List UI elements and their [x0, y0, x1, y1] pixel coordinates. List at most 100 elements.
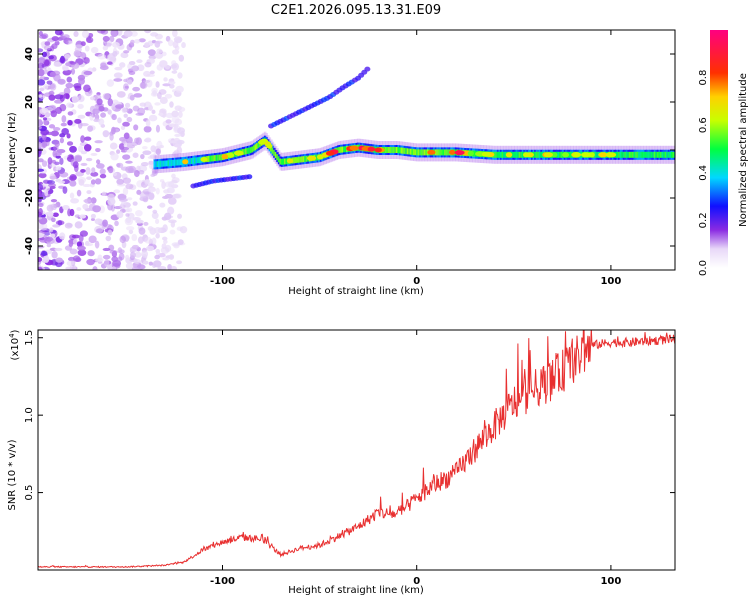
spectrogram-core-cell — [409, 148, 413, 155]
snr-panel: -100 0 100 0.5 1.0 1.5 Height of straight li… — [7, 329, 676, 596]
spectrogram-noise-cell — [55, 166, 62, 171]
spectrogram-core-cell — [630, 151, 634, 158]
spectrogram-peak-cell — [306, 155, 317, 161]
spectrogram-noise-cell — [38, 94, 43, 98]
spectrogram-noise-cell — [125, 217, 132, 224]
spectrogram-peak-cell — [449, 149, 456, 155]
spectrogram-core-cell — [170, 159, 174, 166]
spectrogram-core-cell — [207, 155, 211, 162]
spectrogram-core-cell — [411, 148, 415, 155]
spectrogram-core-cell — [646, 151, 649, 158]
spectrogram-noise-cell — [138, 227, 146, 235]
spectrogram-core-cell — [436, 149, 439, 156]
spectrogram-noise-cell — [133, 124, 139, 131]
spectrogram-noise-cell — [55, 155, 61, 159]
spectrogram-noise-cell — [80, 168, 86, 173]
spectrogram-noise-cell — [131, 65, 140, 72]
spectrogram-noise-cell — [38, 57, 46, 64]
spectrogram-noise-cell — [92, 266, 98, 270]
spectrogram-noise-cell — [77, 145, 84, 153]
spectrogram-noise-cell — [177, 72, 183, 79]
spectrogram-noise-cell — [126, 207, 133, 213]
spectrogram-core-cell — [271, 147, 275, 154]
spectrogram-noise-cell — [101, 191, 106, 196]
spectrogram-noise-cell — [54, 247, 63, 252]
spectrogram-core-cell — [618, 151, 621, 158]
spectrogram-core-cell — [664, 151, 668, 158]
spectrogram-core-cell — [220, 154, 223, 161]
spectrogram-core-cell — [338, 146, 342, 153]
spectrogram-noise-cell — [38, 183, 44, 192]
spectrogram-noise-cell — [71, 234, 81, 239]
spectrogram-noise-cell — [177, 239, 184, 246]
spectrogram-noise-cell — [154, 102, 161, 106]
spectrogram-noise-cell — [150, 173, 156, 177]
spectrogram-noise-cell — [133, 258, 141, 264]
spectrogram-noise-cell — [172, 151, 179, 158]
spectrogram-noise-cell — [123, 113, 128, 118]
spectrogram-noise-cell — [125, 226, 135, 231]
spectrogram-core-cell — [315, 154, 318, 161]
spectrogram-noise-cell — [122, 154, 131, 160]
spectrogram-noise-cell — [87, 250, 95, 257]
spectrogram-noise-cell — [154, 40, 161, 48]
spectrogram-noise-cell — [98, 105, 105, 112]
spectrogram-noise-cell — [87, 125, 94, 132]
spectrogram-noise-cell — [157, 266, 167, 270]
spectrogram-noise-cell — [39, 34, 47, 39]
spectrogram-noise-cell — [51, 217, 56, 223]
spectrogram-noise-cell — [50, 45, 55, 52]
spectrogram-noise-cell — [96, 163, 105, 169]
spectrogram-noise-cell — [168, 140, 178, 144]
spectrogram-noise-cell — [84, 45, 90, 52]
spectrogram-noise-cell — [120, 125, 126, 130]
spectrogram-noise-cell — [132, 201, 138, 206]
spectrogram-core-cell — [638, 151, 641, 158]
spectrogram-noise-cell — [71, 95, 79, 104]
spectrogram-noise-cell — [138, 170, 145, 175]
spectrogram-noise-cell — [171, 49, 180, 55]
spectrogram-noise-cell — [110, 30, 119, 37]
spectrogram-core-cell — [173, 159, 177, 166]
spectrogram-noise-cell — [173, 193, 182, 199]
spectrogram-core-cell — [214, 155, 217, 162]
spectrogram-peak-cell — [562, 152, 570, 158]
spectrogram-noise-cell — [64, 222, 73, 229]
spectrogram-noise-cell — [38, 141, 43, 149]
spectrogram-noise-cell — [107, 197, 116, 206]
spectrogram-core-cell — [641, 151, 644, 158]
spectrogram-noise-cell — [113, 72, 123, 79]
spectrogram-noise-cell — [66, 76, 73, 83]
spectrogram-noise-cell — [177, 106, 186, 112]
spectrogram-branch-cell — [246, 174, 253, 180]
spectrogram-core-cell — [277, 156, 281, 163]
spectrogram-core-cell — [279, 158, 282, 165]
spectrogram-core-cell — [153, 161, 157, 168]
spectrogram-noise-cell — [175, 37, 182, 44]
spectrogram-core-cell — [391, 147, 394, 153]
spectrogram-core-cell — [520, 151, 523, 158]
spectrogram-core-cell — [614, 151, 618, 158]
spectrogram-noise-cell — [55, 151, 62, 156]
spectrogram-core-cell — [557, 151, 561, 158]
y-tick-label: 1.5 — [24, 330, 35, 346]
spectrogram-noise-cell — [174, 118, 183, 126]
spectrogram-noise-cell — [43, 69, 48, 75]
spectrogram-peak-cell — [454, 150, 465, 156]
spectrogram-core-cell — [159, 160, 163, 167]
snr-series-line — [38, 330, 675, 569]
spectrogram-noise-cell — [77, 245, 86, 251]
spectrogram-core-cell — [175, 159, 178, 166]
spectrogram-core-cell — [416, 149, 419, 156]
spectrogram-core-cell — [518, 151, 522, 158]
spectrogram-peak-cell — [325, 150, 335, 156]
spectrogram-noise-cell — [135, 209, 143, 217]
spectrogram-noise-cell — [70, 68, 76, 75]
spectrogram-noise-cell — [144, 137, 152, 143]
spectrogram-noise-cell — [102, 130, 110, 138]
spectrogram-noise-cell — [148, 192, 155, 201]
spectrogram-noise-cell — [137, 236, 144, 244]
spectrogram-noise-cell — [38, 202, 44, 208]
spectrogram-core-cell — [621, 151, 624, 158]
spectrogram-core-cell — [503, 151, 506, 158]
